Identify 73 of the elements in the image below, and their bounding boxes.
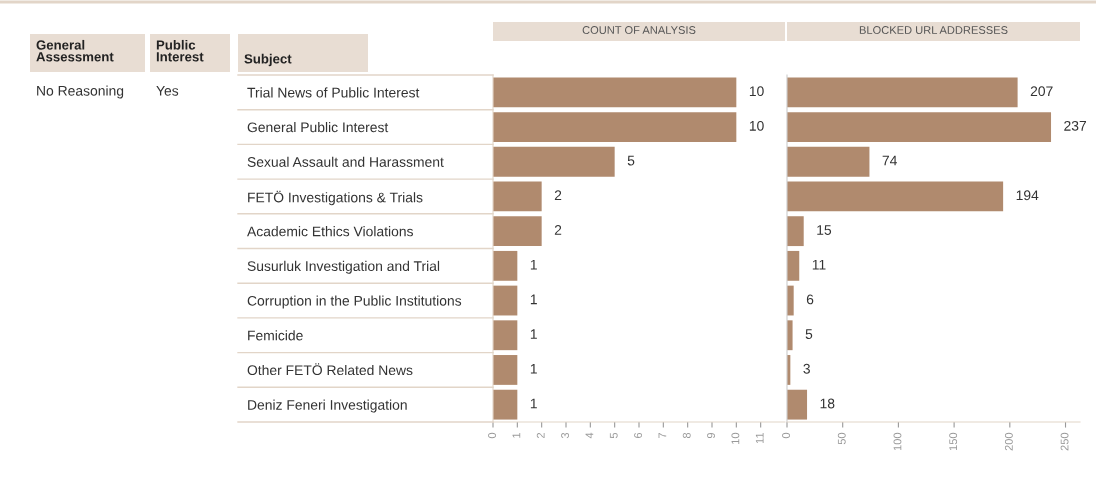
text: Subject: [244, 53, 292, 67]
x-tick-label: 100: [893, 432, 902, 451]
x-tick-label: 8: [682, 432, 691, 439]
x-tick-label: 9: [707, 432, 715, 439]
bar: [493, 77, 737, 108]
x-tick-label: 10: [731, 432, 740, 444]
data-label: 194: [1016, 190, 1039, 201]
data-label: 5: [627, 155, 635, 166]
y-tick-label: Academic Ethics Violations: [247, 226, 413, 237]
y-tick-label: Susurluk Investigation and Trial: [247, 260, 440, 274]
data-label: 11: [812, 259, 826, 270]
chart-title: COUNT OF ANALYSIS: [582, 26, 696, 34]
text: General Assessment: [36, 39, 114, 62]
data-label: 3: [803, 363, 810, 374]
bar: [787, 181, 1004, 212]
y-tick-label: General Public Interest: [247, 122, 389, 133]
y-tick-label: Femicide: [248, 330, 303, 341]
data-label: 237: [1064, 120, 1087, 131]
text: No Reasoning: [37, 85, 124, 99]
x-tick-label: 0: [782, 432, 790, 439]
bar: [493, 389, 518, 420]
data-label: 5: [805, 329, 813, 339]
y-tick-label: FETÖ Investigations & Trials: [248, 190, 423, 206]
bar: [787, 146, 870, 177]
y-tick-label: Corruption in the Public Institutions: [247, 295, 462, 309]
x-tick-label: 11: [755, 432, 764, 444]
data-label: 2: [554, 190, 562, 201]
data-label: 6: [806, 294, 814, 305]
bar: [493, 146, 615, 177]
x-tick-label: 1: [512, 432, 521, 438]
data-label: 1: [530, 398, 537, 409]
x-tick-label: 150: [949, 432, 958, 451]
bar: [787, 250, 800, 281]
bar: [787, 77, 1018, 108]
y-tick-label: Other FETÖ Related News: [247, 363, 413, 376]
data-label: 207: [1030, 86, 1053, 97]
data-label: 1: [530, 294, 537, 305]
bar: [493, 216, 542, 247]
x-tick-label: 5: [609, 432, 618, 439]
data-label: 15: [817, 225, 832, 235]
data-label: 18: [820, 398, 835, 409]
x-tick-label: 50: [837, 432, 846, 445]
data-label: 10: [749, 86, 764, 97]
data-label: 1: [530, 363, 537, 374]
x-tick-label: 250: [1060, 432, 1069, 451]
bar: [493, 250, 518, 281]
bar: [787, 112, 1052, 142]
bar: [493, 285, 518, 316]
x-tick-label: 7: [658, 432, 667, 439]
bar: [493, 181, 542, 212]
bar: [787, 216, 804, 247]
data-label: 2: [554, 225, 562, 235]
text: Yes: [156, 86, 179, 96]
y-tick-label: Deniz Feneri Investigation: [248, 399, 407, 413]
x-tick-label: 0: [488, 432, 496, 439]
x-tick-label: 200: [1004, 432, 1013, 451]
chart-title: BLOCKED URL ADDRESSES: [859, 26, 1008, 34]
data-label: 10: [749, 120, 764, 131]
bar: [493, 320, 518, 351]
data-label: 1: [530, 259, 537, 270]
x-tick-label: 4: [585, 432, 594, 439]
y-tick-label: Trial News of Public Interest: [247, 87, 420, 98]
bar: [787, 389, 808, 420]
data-label: 1: [530, 329, 537, 339]
x-tick-label: 3: [561, 432, 569, 439]
bar: [493, 355, 518, 385]
data-label: 74: [882, 155, 897, 166]
x-tick-label: 6: [634, 432, 642, 439]
text: Public Interest: [156, 39, 204, 62]
y-tick-label: Sexual Assault and Harassment: [247, 156, 444, 167]
bar: [493, 112, 737, 142]
bar: [787, 320, 793, 351]
x-tick-label: 2: [536, 432, 545, 439]
